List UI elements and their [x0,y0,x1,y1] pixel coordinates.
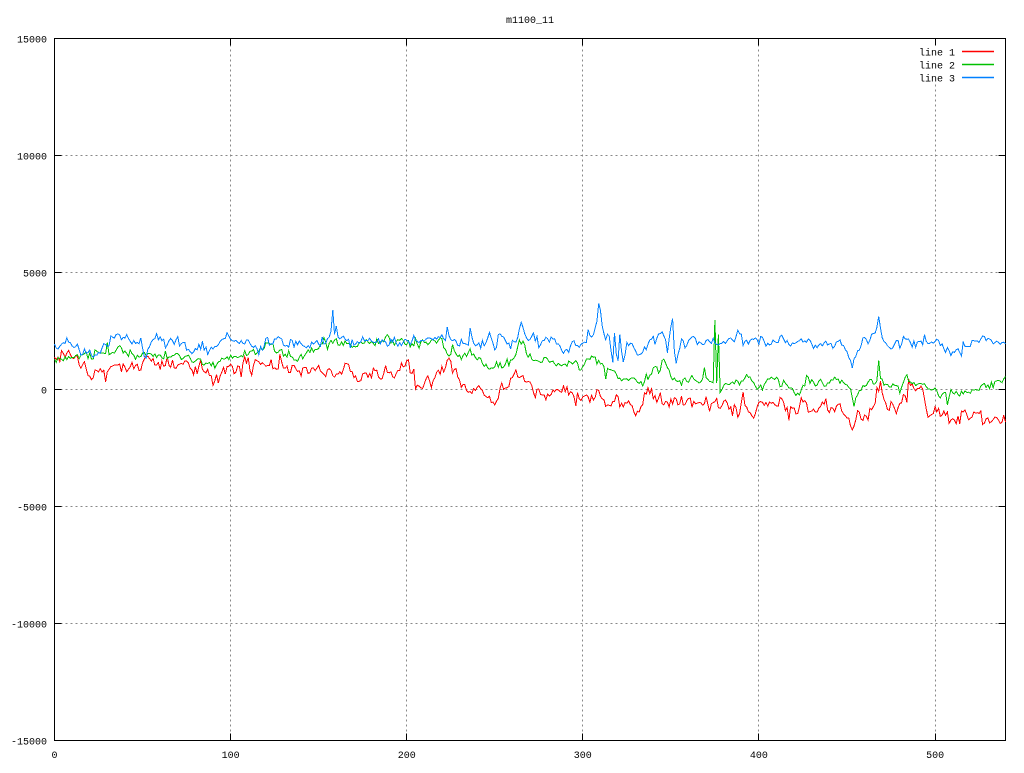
svg-text:line 3: line 3 [919,74,955,86]
svg-text:300: 300 [574,751,592,762]
svg-text:-5000: -5000 [17,504,47,515]
svg-text:10000: 10000 [17,153,47,164]
svg-text:line 2: line 2 [919,61,955,73]
svg-text:200: 200 [398,751,416,762]
svg-text:0: 0 [51,751,57,762]
svg-text:100: 100 [222,751,240,762]
svg-text:500: 500 [926,751,944,762]
svg-text:-15000: -15000 [11,738,47,749]
svg-text:m1100_11: m1100_11 [506,16,554,27]
svg-text:-10000: -10000 [11,621,47,632]
svg-text:0: 0 [41,387,47,398]
svg-text:15000: 15000 [17,36,47,47]
svg-text:5000: 5000 [23,270,47,281]
svg-text:400: 400 [750,751,768,762]
svg-text:line 1: line 1 [919,48,955,60]
